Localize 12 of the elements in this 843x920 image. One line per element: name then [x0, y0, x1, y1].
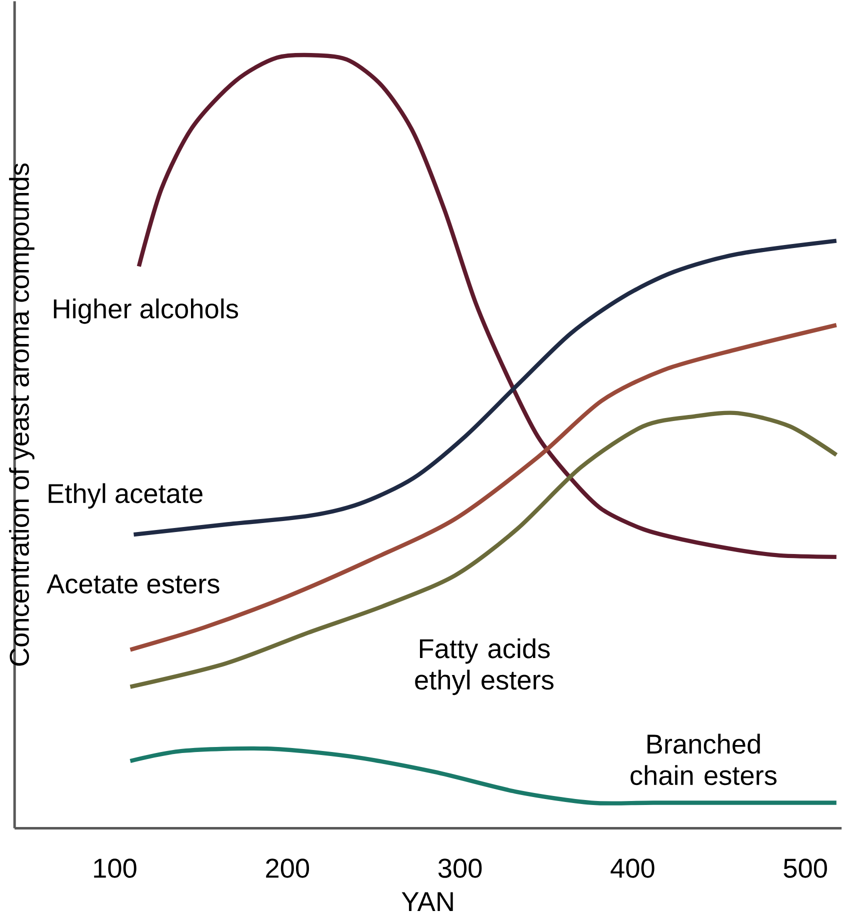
series-label: Branched chain esters [630, 734, 777, 786]
series-label: Higher alcohols [54, 298, 238, 324]
y-axis-title: Concentration of yeast aroma compounds [9, 163, 34, 666]
x-axis-title: YAN [402, 892, 453, 911]
x-tick-label: 500 [784, 858, 828, 878]
x-tick-label: 300 [438, 858, 482, 878]
series-label: Fatty acids ethyl esters [415, 638, 554, 696]
x-tick-label: 200 [266, 858, 310, 878]
series-label: Ethyl acetate [48, 483, 203, 509]
series-label: Acetate esters [46, 574, 220, 594]
x-tick-label: 400 [610, 858, 654, 878]
x-tick-label: 100 [94, 858, 136, 878]
